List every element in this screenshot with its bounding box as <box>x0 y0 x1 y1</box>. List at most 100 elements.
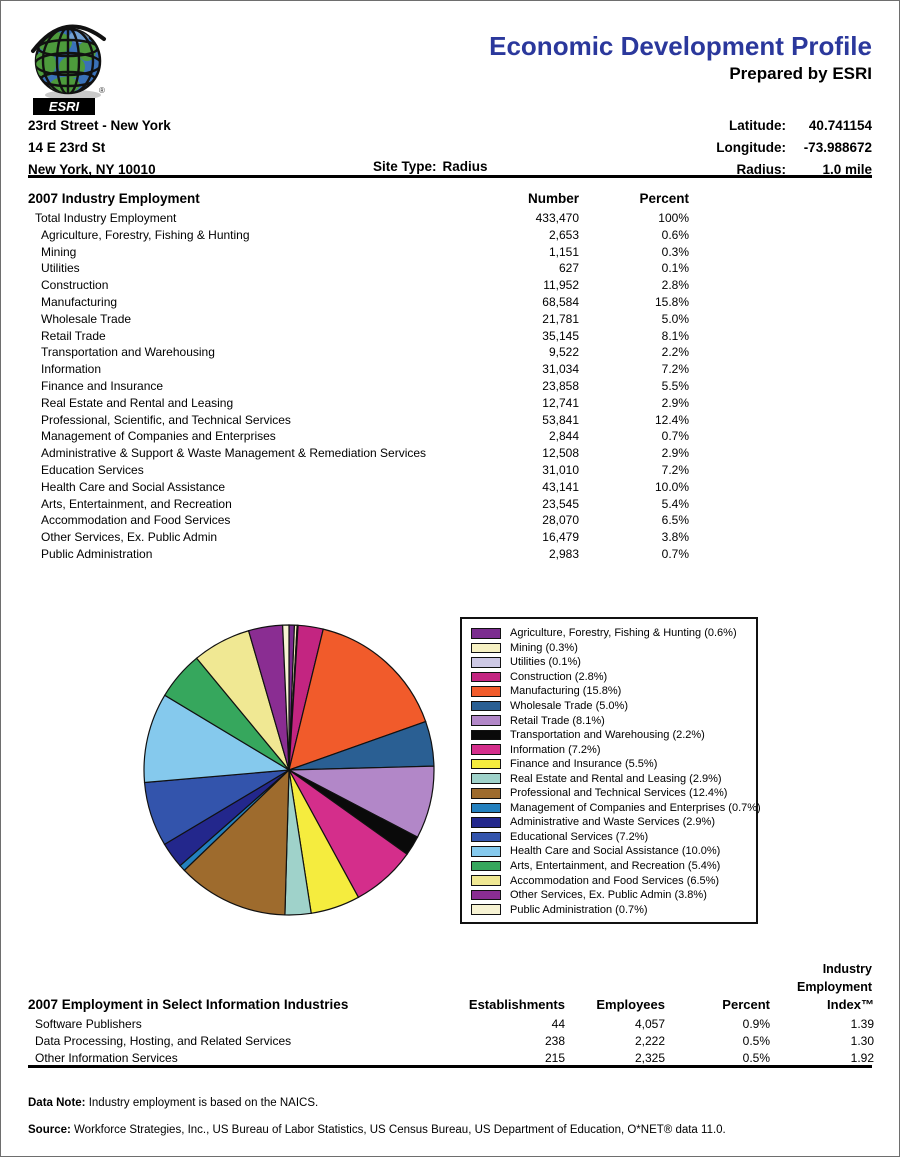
info-table-header: 2007 Employment in Select Information In… <box>28 997 874 1016</box>
industry-row: Accommodation and Food Services 28,070 6.5… <box>41 513 689 528</box>
legend-swatch <box>471 788 501 799</box>
legend-item: Mining (0.3%) <box>471 641 752 656</box>
legend-item: Accommodation and Food Services (6.5%) <box>471 873 752 888</box>
longitude-label: Longitude: <box>716 140 786 155</box>
site-name: 23rd Street - New York <box>28 118 171 133</box>
industry-employment-section: 2007 Industry Employment Number Percent … <box>28 191 874 563</box>
source-text: Workforce Strategies, Inc., US Bureau of… <box>74 1124 726 1136</box>
legend-item: Wholesale Trade (5.0%) <box>471 699 752 714</box>
index-header-line1: Industry <box>822 962 872 976</box>
legend-item: Educational Services (7.2%) <box>471 830 752 845</box>
data-note-label: Data Note: <box>28 1097 86 1109</box>
legend-label: Manufacturing (15.8%) <box>510 685 622 698</box>
industry-row: Mining 1,151 0.3% <box>41 244 689 259</box>
legend-item: Professional and Technical Services (12.… <box>471 786 752 801</box>
pie-slice <box>282 624 290 771</box>
legend-swatch <box>471 628 501 639</box>
legend-item: Utilities (0.1%) <box>471 655 752 670</box>
industry-row: Arts, Entertainment, and Recreation 23,54… <box>41 496 689 511</box>
industry-row: Finance and Insurance 23,858 5.5% <box>41 378 689 393</box>
esri-globe-icon: ® ESRI <box>31 24 106 115</box>
legend-item: Other Services, Ex. Public Admin (3.8%) <box>471 888 752 903</box>
latitude-row: Latitude: 40.741154 <box>716 115 872 137</box>
industry-table-header: 2007 Industry Employment Number Percent <box>28 191 874 210</box>
industry-row: Total Industry Employment 433,470 100% <box>35 211 689 225</box>
legend-item: Management of Companies and Enterprises … <box>471 801 761 816</box>
legend-swatch <box>471 860 501 872</box>
legend-swatch <box>471 831 501 843</box>
svg-text:®: ® <box>99 86 105 95</box>
geo-block: Latitude: 40.741154 Longitude: -73.98867… <box>716 115 872 181</box>
employees-column-header: Employees <box>596 997 665 1012</box>
legend-swatch <box>471 875 501 886</box>
longitude-row: Longitude: -73.988672 <box>716 137 872 159</box>
legend-item: Agriculture, Forestry, Fishing & Hunting… <box>471 626 752 641</box>
legend-item: Finance and Insurance (5.5%) <box>471 757 752 772</box>
industry-row: Agriculture, Forestry, Fishing & Hunting… <box>41 227 689 242</box>
pie-slice <box>288 628 427 771</box>
industry-employment-index-header: Industry Employment <box>797 960 872 996</box>
info-table-rows: Software Publishers 44 4,057 0.9% 1.39 Data P… <box>28 1016 874 1067</box>
legend-label: Mining (0.3%) <box>510 641 578 654</box>
legend-swatch <box>471 904 501 915</box>
legend-swatch <box>471 700 501 712</box>
source-note: Source: Workforce Strategies, Inc., US B… <box>28 1124 726 1136</box>
industry-row: Wholesale Trade 21,781 5.0% <box>41 311 689 326</box>
industry-row: Administrative & Support & Waste Managem… <box>41 446 689 461</box>
industry-table-rows: Total Industry Employment 433,470 100% Agri… <box>28 210 874 563</box>
legend-item: Manufacturing (15.8%) <box>471 684 752 699</box>
radius-label: Radius: <box>736 162 786 177</box>
esri-logo: ® ESRI <box>27 19 113 117</box>
legend-label: Educational Services (7.2%) <box>510 830 649 843</box>
legend-swatch <box>471 729 501 741</box>
industry-row: Other Services, Ex. Public Admin 16,479 3.… <box>41 530 689 545</box>
legend-swatch <box>471 715 501 726</box>
page-title: Economic Development Profile <box>489 31 872 61</box>
site-city: New York, NY 10010 <box>28 162 156 177</box>
legend-label: Accommodation and Food Services (6.5%) <box>510 874 720 887</box>
site-type-value: Radius <box>442 159 488 174</box>
industry-row: Public Administration 2,983 0.7% <box>41 546 689 561</box>
legend-item: Construction (2.8%) <box>471 670 752 685</box>
legend-swatch <box>471 686 501 697</box>
info-row: Data Processing, Hosting, and Related Se… <box>35 1034 874 1048</box>
percent-column-header: Percent <box>639 191 689 206</box>
legend-item: Health Care and Social Assistance (10.0%… <box>471 844 752 859</box>
legend-swatch <box>471 671 501 683</box>
legend-swatch <box>471 817 501 828</box>
legend-label: Professional and Technical Services (12.… <box>510 787 728 800</box>
index-column-header: Index™ <box>827 997 874 1012</box>
industry-row: Health Care and Social Assistance 43,141 1… <box>41 479 689 494</box>
latitude-value: 40.741154 <box>808 118 872 133</box>
legend-label: Information (7.2%) <box>510 743 601 756</box>
legend-item: Real Estate and Rental and Leasing (2.9%… <box>471 771 752 786</box>
data-note: Data Note: Industry employment is based … <box>28 1097 318 1109</box>
info-industries-section: 2007 Employment in Select Information In… <box>28 997 874 1067</box>
industry-row: Management of Companies and Enterprises 2… <box>41 429 689 444</box>
pie-chart-svg <box>143 624 435 916</box>
legend-swatch <box>471 642 501 654</box>
legend-label: Utilities (0.1%) <box>510 656 581 669</box>
legend-label: Public Administration (0.7%) <box>510 903 648 916</box>
industry-row: Utilities 627 0.1% <box>41 261 689 276</box>
industry-row: Professional, Scientific, and Technical … <box>41 412 689 427</box>
legend-label: Construction (2.8%) <box>510 670 608 683</box>
legend-label: Management of Companies and Enterprises … <box>510 801 761 814</box>
legend-item: Public Administration (0.7%) <box>471 902 752 917</box>
number-column-header: Number <box>527 191 579 206</box>
radius-value: 1.0 mile <box>822 162 872 177</box>
legend-label: Finance and Insurance (5.5%) <box>510 758 658 771</box>
legend-swatch <box>471 802 501 814</box>
legend-swatch <box>471 846 501 857</box>
header-divider <box>28 175 872 178</box>
source-label: Source: <box>28 1124 71 1136</box>
legend-item: Administrative and Waste Services (2.9%) <box>471 815 752 830</box>
legend-label: Other Services, Ex. Public Admin (3.8%) <box>510 889 707 902</box>
info-row: Other Information Services 215 2,325 0.5% 1.… <box>35 1051 874 1065</box>
data-note-text: Industry employment is based on the NAIC… <box>88 1097 319 1109</box>
table-bottom-divider <box>28 1065 872 1068</box>
industry-row: Retail Trade 35,145 8.1% <box>41 328 689 343</box>
percent-column-header: Percent <box>722 997 770 1012</box>
pie-slice <box>143 694 291 784</box>
